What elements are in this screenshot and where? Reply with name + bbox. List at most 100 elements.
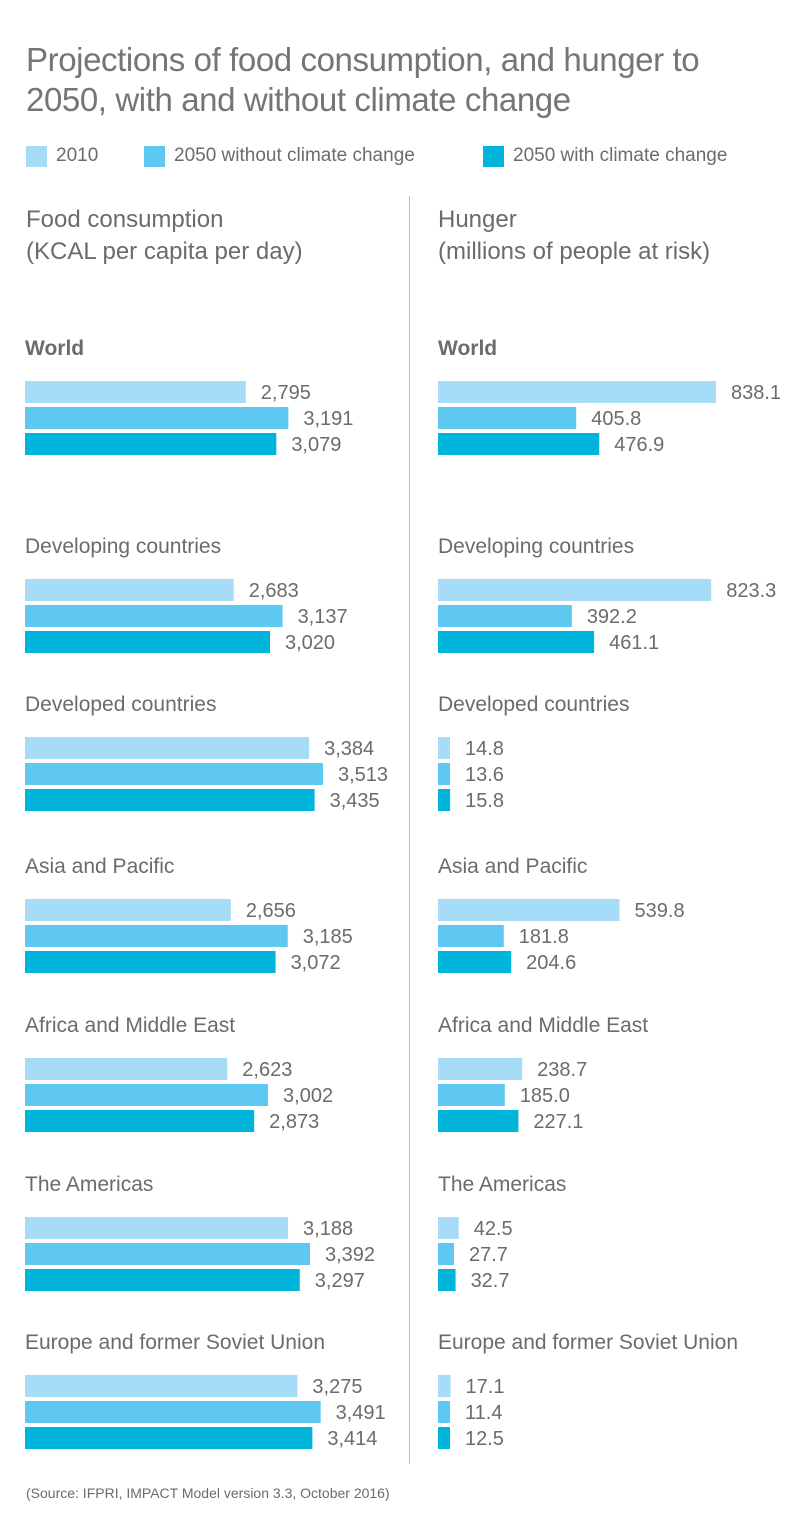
hunger-value-label-africa-and-middle-east-2010: 238.7: [537, 1059, 587, 1081]
hunger-bar-developed-countries-2010: [438, 737, 450, 759]
food-value-label-asia-and-pacific-2050-with-climate-change: 3,072: [291, 952, 341, 974]
hunger-bar-world-2050-with-climate-change: [438, 433, 600, 455]
food-bar-developed-countries-2010: [25, 737, 310, 759]
food-value-label-africa-and-middle-east-2050-without-climate-change: 3,002: [283, 1085, 333, 1107]
hunger-value-label-developed-countries-2010: 14.8: [465, 738, 504, 760]
hunger-bar-asia-and-pacific-2010: [438, 899, 620, 921]
hunger-value-label-world-2050-without-climate-change: 405.8: [591, 408, 641, 430]
food-value-label-world-2050-without-climate-change: 3,191: [303, 408, 353, 430]
hunger-value-label-asia-and-pacific-2050-with-climate-change: 204.6: [526, 952, 576, 974]
food-bar-asia-and-pacific-2050-without-climate-change: [25, 925, 288, 947]
food-category-label-africa-and-middle-east: Africa and Middle East: [25, 1014, 235, 1037]
legend-label-2050-without: 2050 without climate change: [174, 145, 415, 166]
hunger-category-label-developed-countries: Developed countries: [438, 693, 629, 716]
food-value-label-the-americas-2050-without-climate-change: 3,392: [325, 1244, 375, 1266]
hunger-value-label-the-americas-2050-with-climate-change: 32.7: [471, 1270, 510, 1292]
food-value-label-world-2010: 2,795: [261, 382, 311, 404]
food-value-label-developing-countries-2050-without-climate-change: 3,137: [298, 606, 348, 628]
food-bar-africa-and-middle-east-2050-without-climate-change: [25, 1084, 269, 1106]
food-consumption-title: Food consumption: [26, 206, 224, 233]
food-bar-developed-countries-2050-with-climate-change: [25, 789, 315, 811]
food-category-label-asia-and-pacific: Asia and Pacific: [25, 855, 174, 878]
hunger-value-label-world-2050-with-climate-change: 476.9: [614, 434, 664, 456]
food-bar-developing-countries-2050-with-climate-change: [25, 631, 270, 653]
hunger-value-label-europe-and-former-soviet-union-2010: 17.1: [466, 1376, 505, 1398]
hunger-value-label-developed-countries-2050-without-climate-change: 13.6: [465, 764, 504, 786]
food-value-label-africa-and-middle-east-2010: 2,623: [242, 1059, 292, 1081]
food-value-label-developed-countries-2050-without-climate-change: 3,513: [338, 764, 388, 786]
food-bar-asia-and-pacific-2010: [25, 899, 231, 921]
hunger-category-label-world: World: [438, 337, 497, 360]
food-value-label-asia-and-pacific-2050-without-climate-change: 3,185: [303, 926, 353, 948]
food-bar-the-americas-2010: [25, 1217, 289, 1239]
hunger-bar-developing-countries-2010: [438, 579, 712, 601]
food-value-label-asia-and-pacific-2010: 2,656: [246, 900, 296, 922]
hunger-bar-developed-countries-2050-without-climate-change: [438, 763, 450, 785]
source-note: (Source: IFPRI, IMPACT Model version 3.3…: [26, 1485, 390, 1501]
food-bar-developing-countries-2010: [25, 579, 234, 601]
hunger-bar-the-americas-2010: [438, 1217, 459, 1239]
hunger-value-label-developing-countries-2050-without-climate-change: 392.2: [587, 606, 637, 628]
food-value-label-developing-countries-2010: 2,683: [249, 580, 299, 602]
hunger-value-label-the-americas-2010: 42.5: [474, 1218, 513, 1240]
hunger-heading: Hunger (millions of people at risk): [438, 204, 710, 268]
food-bar-europe-and-former-soviet-union-2010: [25, 1375, 298, 1397]
food-consumption-unit: (KCAL per capita per day): [26, 238, 303, 265]
food-bar-europe-and-former-soviet-union-2050-without-climate-change: [25, 1401, 321, 1423]
hunger-unit: (millions of people at risk): [438, 238, 711, 265]
hunger-value-label-asia-and-pacific-2010: 539.8: [635, 900, 685, 922]
hunger-value-label-developed-countries-2050-with-climate-change: 15.8: [465, 790, 504, 812]
food-value-label-europe-and-former-soviet-union-2050-without-climate-change: 3,491: [336, 1402, 386, 1424]
food-bar-developed-countries-2050-without-climate-change: [25, 763, 323, 785]
hunger-value-label-europe-and-former-soviet-union-2050-with-climate-change: 12.5: [465, 1428, 504, 1450]
hunger-bar-asia-and-pacific-2050-with-climate-change: [438, 951, 512, 973]
legend-label-2050-with: 2050 with climate change: [513, 145, 728, 166]
hunger-category-label-europe-and-former-soviet-union: Europe and former Soviet Union: [438, 1331, 738, 1354]
food-bar-the-americas-2050-with-climate-change: [25, 1269, 300, 1291]
food-value-label-developing-countries-2050-with-climate-change: 3,020: [285, 632, 335, 654]
panel-divider: [409, 196, 410, 1464]
hunger-bar-the-americas-2050-with-climate-change: [438, 1269, 456, 1291]
food-category-label-world: World: [25, 337, 84, 360]
legend-swatch-2050-without: [144, 146, 165, 167]
hunger-value-label-world-2010: 838.1: [731, 382, 781, 404]
food-value-label-developed-countries-2050-with-climate-change: 3,435: [330, 790, 380, 812]
food-value-label-world-2050-with-climate-change: 3,079: [291, 434, 341, 456]
hunger-category-label-africa-and-middle-east: Africa and Middle East: [438, 1014, 648, 1037]
hunger-category-label-asia-and-pacific: Asia and Pacific: [438, 855, 587, 878]
food-category-label-developing-countries: Developing countries: [25, 535, 221, 558]
food-bar-africa-and-middle-east-2050-with-climate-change: [25, 1110, 255, 1132]
hunger-bar-developing-countries-2050-with-climate-change: [438, 631, 595, 653]
hunger-category-label-the-americas: The Americas: [438, 1173, 566, 1196]
food-bar-europe-and-former-soviet-union-2050-with-climate-change: [25, 1427, 313, 1449]
hunger-bar-world-2010: [438, 381, 716, 403]
hunger-bar-asia-and-pacific-2050-without-climate-change: [438, 925, 504, 947]
food-value-label-the-americas-2010: 3,188: [303, 1218, 353, 1240]
hunger-value-label-the-americas-2050-without-climate-change: 27.7: [469, 1244, 508, 1266]
hunger-value-label-africa-and-middle-east-2050-without-climate-change: 185.0: [520, 1085, 570, 1107]
hunger-bar-europe-and-former-soviet-union-2050-with-climate-change: [438, 1427, 450, 1449]
food-bar-world-2050-with-climate-change: [25, 433, 277, 455]
legend-swatch-2050-with: [483, 146, 504, 167]
hunger-bar-world-2050-without-climate-change: [438, 407, 577, 429]
food-consumption-heading: Food consumption (KCAL per capita per da…: [26, 204, 303, 268]
legend-label-2010: 2010: [56, 145, 99, 166]
hunger-value-label-developing-countries-2010: 823.3: [726, 580, 776, 602]
hunger-bar-the-americas-2050-without-climate-change: [438, 1243, 454, 1265]
food-category-label-europe-and-former-soviet-union: Europe and former Soviet Union: [25, 1331, 325, 1354]
hunger-bar-africa-and-middle-east-2050-without-climate-change: [438, 1084, 505, 1106]
hunger-bar-africa-and-middle-east-2010: [438, 1058, 523, 1080]
hunger-value-label-asia-and-pacific-2050-without-climate-change: 181.8: [519, 926, 569, 948]
food-category-label-developed-countries: Developed countries: [25, 693, 216, 716]
hunger-bar-europe-and-former-soviet-union-2050-without-climate-change: [438, 1401, 450, 1423]
legend-swatch-2010: [26, 146, 47, 167]
food-bar-developing-countries-2050-without-climate-change: [25, 605, 283, 627]
food-bar-asia-and-pacific-2050-with-climate-change: [25, 951, 276, 973]
food-value-label-the-americas-2050-with-climate-change: 3,297: [315, 1270, 365, 1292]
hunger-bar-africa-and-middle-east-2050-with-climate-change: [438, 1110, 519, 1132]
food-bar-world-2010: [25, 381, 246, 403]
food-category-label-the-americas: The Americas: [25, 1173, 153, 1196]
food-value-label-europe-and-former-soviet-union-2050-with-climate-change: 3,414: [327, 1428, 377, 1450]
food-bar-the-americas-2050-without-climate-change: [25, 1243, 310, 1265]
food-value-label-europe-and-former-soviet-union-2010: 3,275: [312, 1376, 362, 1398]
